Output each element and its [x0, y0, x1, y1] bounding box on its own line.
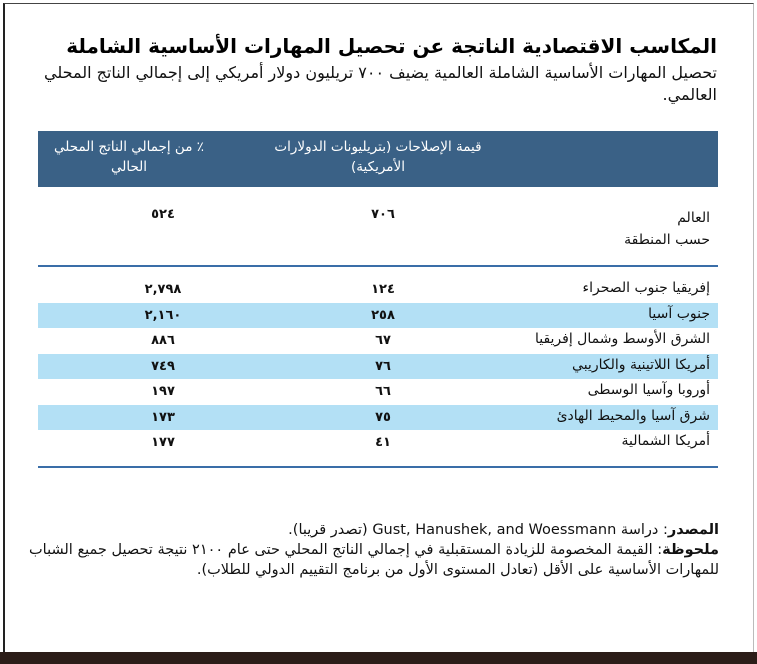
region-pct: ٧٤٩	[151, 358, 175, 374]
region-name: شرق آسيا والمحيط الهادئ	[556, 407, 710, 424]
footnotes: المصدر: دراسة Gust, Hanushek, and Woessm…	[29, 520, 719, 580]
figure-title: المكاسب الاقتصادية الناتجة عن تحصيل المه…	[66, 34, 717, 58]
world-label: العالم حسب المنطقة	[624, 207, 710, 251]
region-name: إفريقيا جنوب الصحراء	[582, 280, 711, 296]
world-row: العالم حسب المنطقة ٧٠٦ ٥٢٤	[38, 187, 718, 265]
data-table: قيمة الإصلاحات (بتريليونات الدولارات الأ…	[38, 131, 718, 468]
region-value: ١٢٤	[371, 282, 395, 297]
divider	[38, 465, 718, 468]
figure-frame	[3, 3, 754, 652]
figure-subtitle: تحصيل المهارات الأساسية الشاملة العالمية…	[43, 63, 717, 104]
table-row: شرق آسيا والمحيط الهادئ ٧٥ ١٧٣	[38, 404, 718, 430]
note-label: ملحوظة	[662, 542, 720, 558]
region-pct: ١٧٣	[151, 409, 175, 425]
region-name: جنوب آسيا	[648, 305, 710, 322]
region-name: أمريكا الشمالية	[621, 433, 710, 449]
table-row: إفريقيا جنوب الصحراء ١٢٤ ٢,٧٩٨	[38, 277, 718, 303]
source-label: المصدر	[667, 522, 719, 538]
region-pct: ٢,١٦٠	[144, 307, 182, 323]
table-row: أمريكا الشمالية ٤١ ١٧٧	[38, 430, 718, 456]
table-header: قيمة الإصلاحات (بتريليونات الدولارات الأ…	[38, 131, 718, 187]
region-pct: ٢,٧٩٨	[144, 282, 182, 297]
column-header-pct: ٪ من إجمالي الناتج المحلي الحالي	[54, 139, 204, 175]
divider	[38, 265, 718, 267]
source-note: المصدر: دراسة Gust, Hanushek, and Woessm…	[29, 520, 719, 540]
region-pct: ١٩٧	[151, 384, 175, 399]
region-value: ٤١	[375, 435, 391, 450]
table-row: جنوب آسيا ٢٥٨ ٢,١٦٠	[38, 302, 718, 328]
region-value: ٦٦	[375, 384, 391, 399]
region-pct: ٨٨٦	[151, 333, 175, 348]
region-name: أوروبا وآسيا الوسطى	[587, 382, 710, 398]
bottom-bar	[0, 652, 757, 664]
region-value: ٢٥٨	[371, 307, 395, 323]
region-value: ٦٧	[375, 333, 391, 348]
region-value: ٧٥	[375, 409, 391, 425]
table-row: أوروبا وآسيا الوسطى ٦٦ ١٩٧	[38, 379, 718, 405]
world-label-text: العالم	[677, 210, 710, 226]
source-text-end: (تصدر قريبا).	[288, 522, 373, 538]
column-header-value: قيمة الإصلاحات (بتريليونات الدولارات الأ…	[274, 139, 482, 175]
table-row: الشرق الأوسط وشمال إفريقيا ٦٧ ٨٨٦	[38, 328, 718, 354]
note-text: : القيمة المخصومة للزيادة المستقبلية في …	[29, 542, 719, 578]
source-authors: Gust, Hanushek, and Woessmann	[372, 522, 617, 538]
region-name: أمريكا اللاتينية والكاريبي	[572, 356, 710, 373]
world-value: ٧٠٦	[371, 207, 395, 222]
region-name: الشرق الأوسط وشمال إفريقيا	[534, 331, 710, 347]
note: ملحوظة: القيمة المخصومة للزيادة المستقبل…	[29, 540, 719, 580]
source-text: : دراسة	[616, 522, 668, 538]
by-region-label: حسب المنطقة	[624, 232, 710, 248]
table-row: أمريكا اللاتينية والكاريبي ٧٦ ٧٤٩	[38, 353, 718, 379]
world-pct: ٥٢٤	[151, 207, 175, 222]
region-pct: ١٧٧	[151, 435, 175, 450]
region-value: ٧٦	[375, 358, 391, 374]
